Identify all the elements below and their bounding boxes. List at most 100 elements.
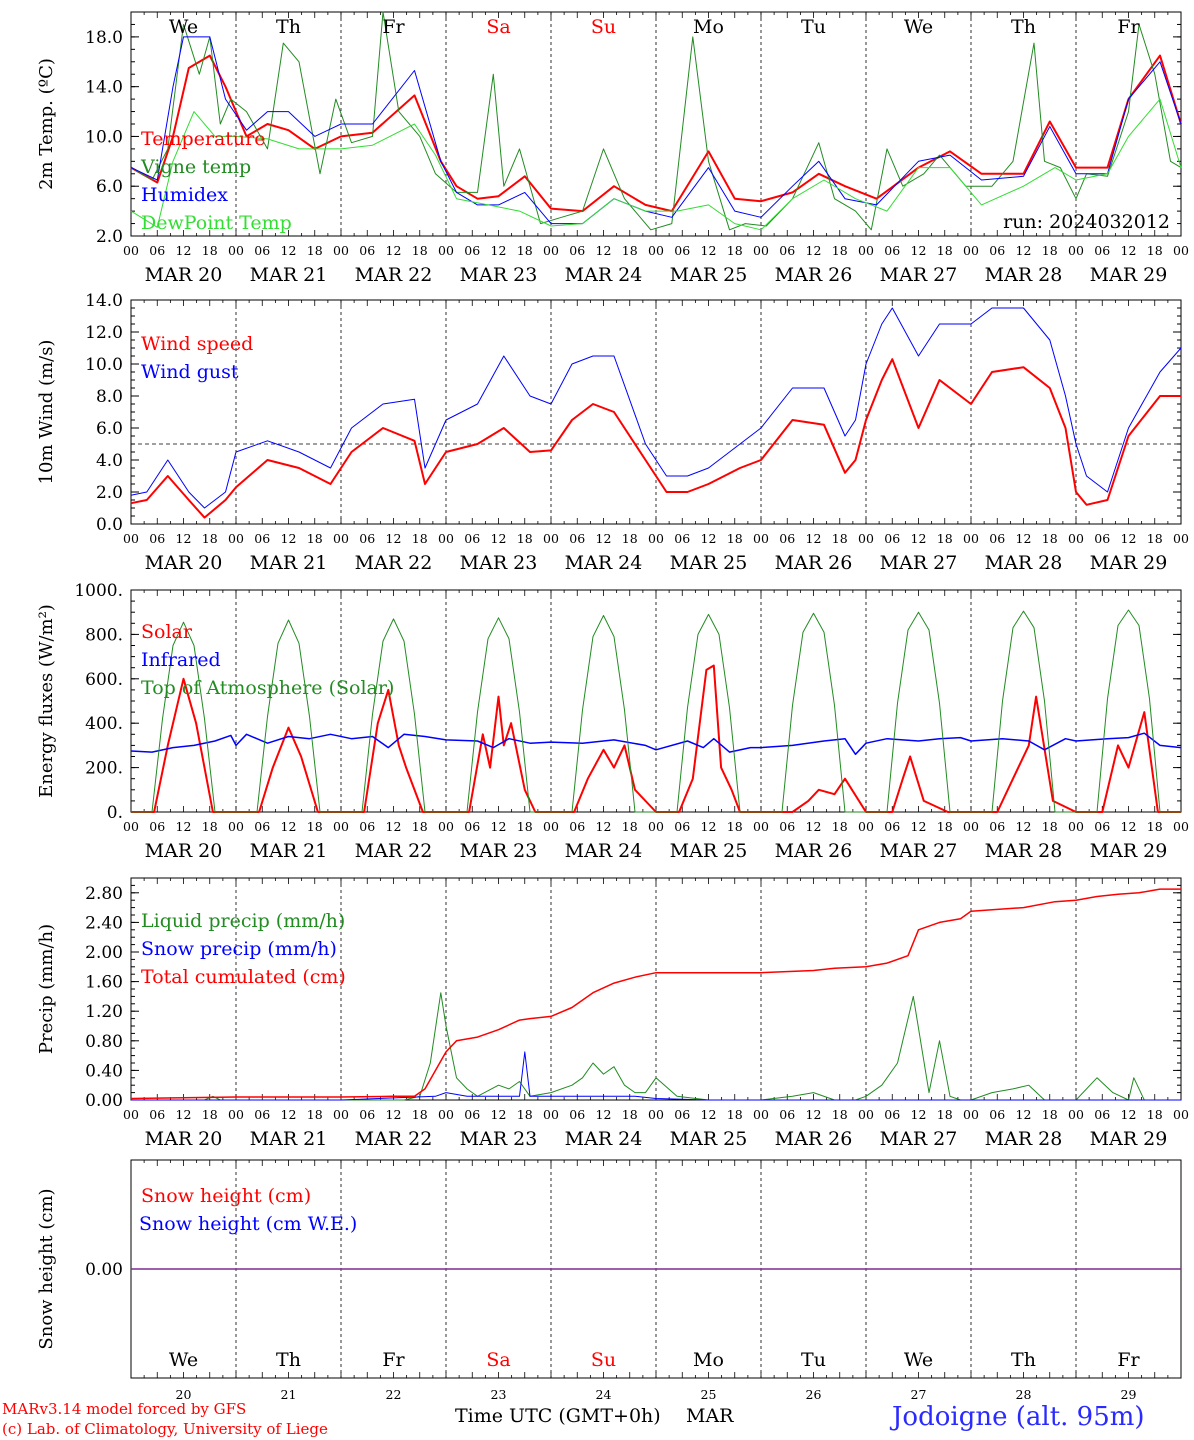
- day-name-bottom: Th: [1011, 1349, 1036, 1371]
- y-tick-label: 10.0: [85, 355, 123, 375]
- day-name-top: Th: [276, 16, 301, 38]
- panel-frame-0: [130, 11, 1182, 237]
- hour-tick-label: 00: [1173, 531, 1189, 546]
- hour-tick-label: 00: [963, 819, 979, 834]
- hour-tick-label: 00: [123, 1107, 139, 1122]
- model-credit-line: MARv3.14 model forced by GFS: [2, 1400, 247, 1418]
- day-name-bottom: Sa: [486, 1349, 510, 1371]
- hour-tick-label: 12: [491, 531, 507, 546]
- y-tick-label: 600.: [85, 670, 123, 690]
- hour-tick-label: 06: [884, 243, 900, 258]
- date-label: MAR 26: [775, 840, 853, 862]
- hour-tick-label: 00: [963, 531, 979, 546]
- date-label: MAR 25: [670, 552, 748, 574]
- series-line-top-of-atmosphere-solar-: [131, 609, 1181, 813]
- hour-tick-label: 00: [543, 819, 559, 834]
- hour-tick-label: 12: [806, 243, 822, 258]
- y-tick-label: 8.0: [96, 387, 123, 407]
- date-label: MAR 25: [670, 264, 748, 286]
- y-tick-label: 6.0: [96, 177, 123, 197]
- date-label: MAR 24: [565, 552, 643, 574]
- date-label: MAR 21: [250, 552, 328, 574]
- legend-entry: Solar: [141, 621, 193, 643]
- date-label: MAR 20: [145, 264, 223, 286]
- hour-tick-label: 12: [1121, 1107, 1137, 1122]
- y-axis-label: Energy fluxes (W/m²): [36, 604, 57, 798]
- day-number-label: 29: [1121, 1387, 1137, 1402]
- date-label: MAR 22: [355, 264, 433, 286]
- hour-tick-label: 18: [727, 531, 743, 546]
- day-number-label: 23: [491, 1387, 507, 1402]
- hour-tick-label: 12: [806, 1107, 822, 1122]
- hour-tick-label: 06: [779, 531, 795, 546]
- day-name-top: We: [904, 16, 933, 38]
- date-label: MAR 26: [775, 552, 853, 574]
- hour-tick-label: 00: [543, 243, 559, 258]
- day-name-bottom: Th: [276, 1349, 301, 1371]
- date-label: MAR 23: [460, 264, 538, 286]
- legend-entry: Wind gust: [141, 361, 239, 383]
- date-label: MAR 28: [985, 1128, 1063, 1150]
- hour-tick-label: 18: [937, 243, 953, 258]
- hour-tick-label: 12: [281, 243, 297, 258]
- hour-tick-label: 18: [307, 531, 323, 546]
- y-axis-label: Snow height (cm): [36, 1188, 57, 1349]
- hour-tick-label: 00: [543, 531, 559, 546]
- hour-tick-label: 00: [1173, 819, 1189, 834]
- hour-tick-label: 06: [464, 1107, 480, 1122]
- series-line-infrared: [130, 732, 1182, 756]
- hour-tick-label: 18: [937, 819, 953, 834]
- hour-tick-label: 06: [674, 243, 690, 258]
- hour-tick-label: 18: [412, 1107, 428, 1122]
- legend-entry: Vigne temp: [140, 156, 251, 178]
- series-line-vigne-temp: [130, 11, 1182, 231]
- y-tick-label: 800.: [85, 625, 123, 645]
- hour-tick-label: 18: [727, 243, 743, 258]
- hour-tick-label: 06: [359, 243, 375, 258]
- legend-entry: Snow height (cm): [141, 1185, 311, 1207]
- date-label: MAR 23: [460, 552, 538, 574]
- hour-tick-label: 00: [753, 819, 769, 834]
- date-label: MAR 23: [460, 840, 538, 862]
- y-tick-label: 2.00: [85, 943, 123, 963]
- date-label: MAR 20: [145, 1128, 223, 1150]
- hour-tick-label: 00: [1068, 1107, 1084, 1122]
- hour-tick-label: 12: [176, 243, 192, 258]
- hour-tick-label: 00: [1173, 243, 1189, 258]
- day-number-label: 24: [596, 1387, 612, 1402]
- hour-tick-label: 12: [1016, 531, 1032, 546]
- hour-tick-label: 00: [333, 531, 349, 546]
- month-label: MAR: [686, 1405, 734, 1427]
- hour-tick-label: 18: [517, 531, 533, 546]
- hour-tick-label: 12: [806, 819, 822, 834]
- date-label: MAR 20: [145, 840, 223, 862]
- hour-tick-label: 12: [281, 819, 297, 834]
- legend-entry: Top of Atmosphere (Solar): [141, 677, 394, 699]
- day-name-bottom: Tu: [801, 1349, 826, 1371]
- hour-tick-label: 12: [1121, 243, 1137, 258]
- hour-tick-label: 00: [228, 819, 244, 834]
- hour-tick-label: 00: [228, 243, 244, 258]
- hour-tick-label: 18: [412, 819, 428, 834]
- day-number-label: 21: [281, 1387, 297, 1402]
- hour-tick-label: 06: [359, 531, 375, 546]
- hour-tick-label: 18: [832, 243, 848, 258]
- hour-tick-label: 00: [963, 1107, 979, 1122]
- hour-tick-label: 06: [359, 1107, 375, 1122]
- day-name-top: Fr: [1117, 16, 1140, 38]
- hour-tick-label: 06: [884, 531, 900, 546]
- hour-tick-label: 06: [464, 819, 480, 834]
- hour-tick-label: 06: [254, 243, 270, 258]
- hour-tick-label: 12: [386, 1107, 402, 1122]
- hour-tick-label: 00: [333, 243, 349, 258]
- hour-tick-label: 00: [123, 531, 139, 546]
- hour-tick-label: 12: [596, 1107, 612, 1122]
- y-tick-label: 0.: [107, 803, 123, 823]
- y-tick-label: 1.60: [85, 973, 123, 993]
- x-axis-title: Time UTC (GMT+0h): [455, 1405, 661, 1427]
- hour-tick-label: 18: [517, 1107, 533, 1122]
- hour-tick-label: 18: [622, 531, 638, 546]
- y-tick-label: 1.20: [85, 1002, 123, 1022]
- hour-tick-label: 00: [228, 531, 244, 546]
- date-label: MAR 25: [670, 1128, 748, 1150]
